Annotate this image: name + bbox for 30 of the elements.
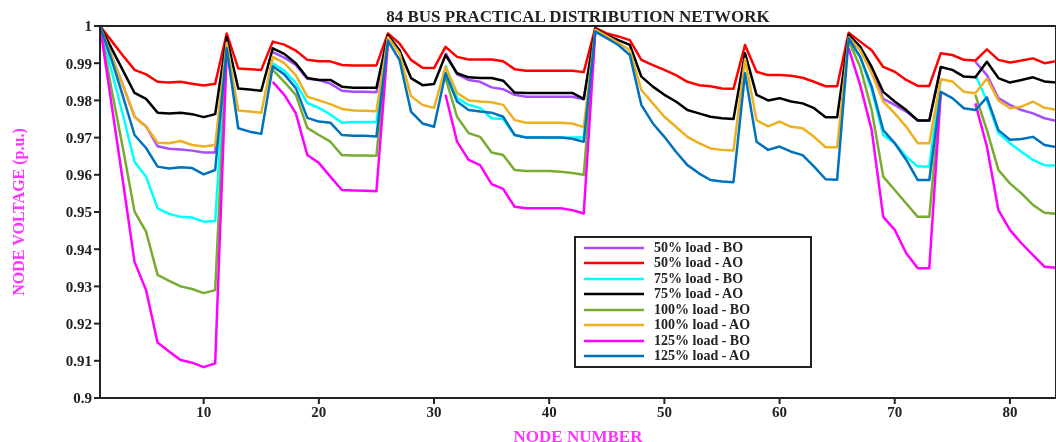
x-tick-label: 70 [887, 403, 903, 420]
y-axis-title: NODE VOLTAGE (p.u.) [9, 128, 28, 296]
y-tick-label: 0.91 [65, 353, 92, 370]
y-tick-label: 0.97 [65, 129, 93, 146]
x-tick-label: 60 [772, 403, 788, 420]
y-tick-label: 0.94 [65, 241, 93, 258]
y-tick-label: 0.99 [65, 55, 92, 72]
x-tick-label: 80 [1002, 403, 1018, 420]
x-tick-label: 20 [311, 403, 327, 420]
legend-label: 100% load - BO [654, 301, 752, 318]
legend-label: 50% load - AO [654, 255, 745, 272]
x-axis-title: NODE NUMBER [513, 427, 644, 442]
y-tick-label: 1 [84, 18, 92, 35]
legend-label: 75% load - BO [654, 270, 745, 287]
y-tick-label: 0.96 [65, 167, 93, 184]
y-tick-label: 0.95 [65, 204, 92, 221]
y-tick-label: 0.98 [65, 92, 92, 109]
y-tick-label: 0.9 [73, 390, 92, 407]
legend-label: 125% load - BO [654, 332, 752, 349]
legend-label: 100% load - AO [654, 317, 752, 334]
y-tick-label: 0.93 [65, 278, 92, 295]
chart-title: 84 BUS PRACTICAL DISTRIBUTION NETWORK [385, 7, 771, 26]
x-tick-label: 40 [541, 403, 557, 420]
x-tick-label: 50 [656, 403, 672, 420]
legend-label: 75% load - AO [654, 286, 745, 303]
x-tick-label: 10 [196, 403, 212, 420]
legend-label: 50% load - BO [654, 239, 745, 256]
legend-label: 125% load - AO [654, 348, 752, 365]
y-tick-label: 0.92 [65, 315, 92, 332]
x-tick-label: 30 [426, 403, 442, 420]
